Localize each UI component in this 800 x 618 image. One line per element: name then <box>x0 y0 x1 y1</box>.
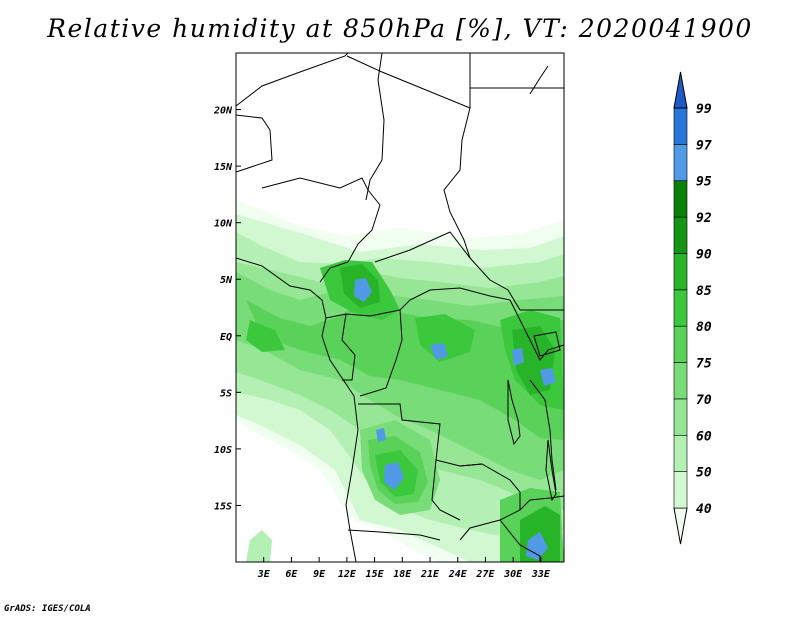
lat-tick-label: 20N <box>213 106 233 117</box>
colorbar-segment <box>673 325 688 363</box>
colorbar-segment <box>673 398 688 436</box>
colorbar-segment <box>673 107 688 145</box>
lon-tick-label: 30E <box>503 569 523 580</box>
map-axes: 3E 6E 9E 12E 15E 18E 21E 24E 27E 30E 33E 20N 15N 10N 5… <box>213 106 551 580</box>
triangle-down-icon <box>673 507 688 545</box>
colorbar-segment <box>673 253 688 291</box>
border-mali-niger <box>236 114 273 173</box>
lat-tick-label: 15S <box>214 501 232 512</box>
border-east <box>509 299 564 361</box>
colorbar-segment <box>673 289 688 327</box>
colorbar-level-label: 75 <box>696 357 712 372</box>
border-tanzania <box>529 379 557 491</box>
colorbar-segment <box>673 434 688 472</box>
border-algeria-niger <box>236 53 349 107</box>
plot-title: Relative humidity at 850hPa [%], VT: 202… <box>47 14 753 43</box>
colorbar-level-label: 85 <box>696 284 712 299</box>
colorbar-segment <box>673 216 688 254</box>
lake-victoria <box>533 331 561 357</box>
political-boundaries <box>236 53 564 562</box>
border-nigeria-cameroon <box>319 204 381 283</box>
colorbar-segment <box>673 144 688 182</box>
lat-tick-label: 5S <box>220 388 232 399</box>
field-band-85-sw <box>246 320 285 352</box>
border-cameroon-gabon <box>325 309 401 319</box>
border-drc-west <box>359 309 403 397</box>
field-band-97-patch <box>540 368 556 386</box>
colorbar-segment <box>673 180 688 218</box>
border-mozambique <box>519 495 564 511</box>
lon-tick-label: 27E <box>475 569 495 580</box>
border-car <box>374 231 521 311</box>
field-band-80 <box>246 300 564 440</box>
lat-tick-label: 5N <box>220 275 233 286</box>
lon-tick-label: 6E <box>285 569 298 580</box>
triangle-up-icon <box>673 71 688 109</box>
map-frame <box>235 52 565 563</box>
border-angola-namibia <box>347 529 441 541</box>
colorbar-level-label: 95 <box>696 175 712 190</box>
colorbar-level-label: 50 <box>696 466 712 481</box>
border-nigeria-niger <box>261 177 381 206</box>
lon-tick-label: 15E <box>366 569 385 580</box>
lon-tick-label: 21E <box>420 569 440 580</box>
border-angola-zambia <box>431 459 461 521</box>
field-band-85-central <box>415 314 475 362</box>
field-band-97-patch <box>376 428 386 442</box>
red-sea-coast <box>529 65 549 95</box>
border-congo-drc <box>399 287 511 311</box>
colorbar-level-label: 60 <box>696 429 712 444</box>
border-chad-sudan <box>443 107 471 259</box>
border-zambia <box>459 463 521 541</box>
lon-tick-label: 24E <box>448 569 468 580</box>
lake-tanganyika <box>507 379 521 446</box>
field-band-97-patch <box>354 278 372 302</box>
field-band-97-patch <box>526 532 548 560</box>
colorbar-level-label: 40 <box>696 502 712 517</box>
border-libya-chad <box>346 53 471 109</box>
colorbar-level-label: 90 <box>696 247 712 262</box>
colorbar-level-label: 97 <box>696 138 712 153</box>
lon-tick-label: 33E <box>531 569 551 580</box>
humidity-field <box>236 200 564 562</box>
lon-tick-label: 9E <box>313 569 326 580</box>
lat-tick-label: 15N <box>214 162 233 173</box>
field-band-97-patch <box>512 348 524 366</box>
colorbar-level-label: 80 <box>696 320 712 335</box>
field-band-60-south <box>246 530 272 562</box>
lat-tick-label: 10N <box>214 219 233 230</box>
lon-tick-label: 12E <box>338 569 357 580</box>
lat-tick-label: EQ <box>220 332 232 343</box>
lat-tick-label: 10S <box>214 445 232 456</box>
software-credit: GrADS: IGES/COLA <box>4 604 91 614</box>
colorbar-level-label: 70 <box>696 393 712 408</box>
colorbar: 40 50 60 70 75 80 85 90 92 95 97 99 <box>673 71 712 545</box>
border-zimbabwe <box>499 519 541 562</box>
colorbar-segment <box>673 362 688 400</box>
field-band-97-patch <box>430 343 448 360</box>
field-band-97-patch <box>384 462 404 490</box>
lon-tick-label: 18E <box>393 569 412 580</box>
colorbar-level-label: 92 <box>696 211 712 226</box>
border-gabon-congo <box>341 313 356 381</box>
border-niger-chad <box>365 53 385 201</box>
colorbar-level-label: 99 <box>696 102 712 117</box>
colorbar-segment <box>673 471 688 509</box>
coastline-west <box>236 257 359 562</box>
lon-tick-label: 3E <box>257 569 271 580</box>
